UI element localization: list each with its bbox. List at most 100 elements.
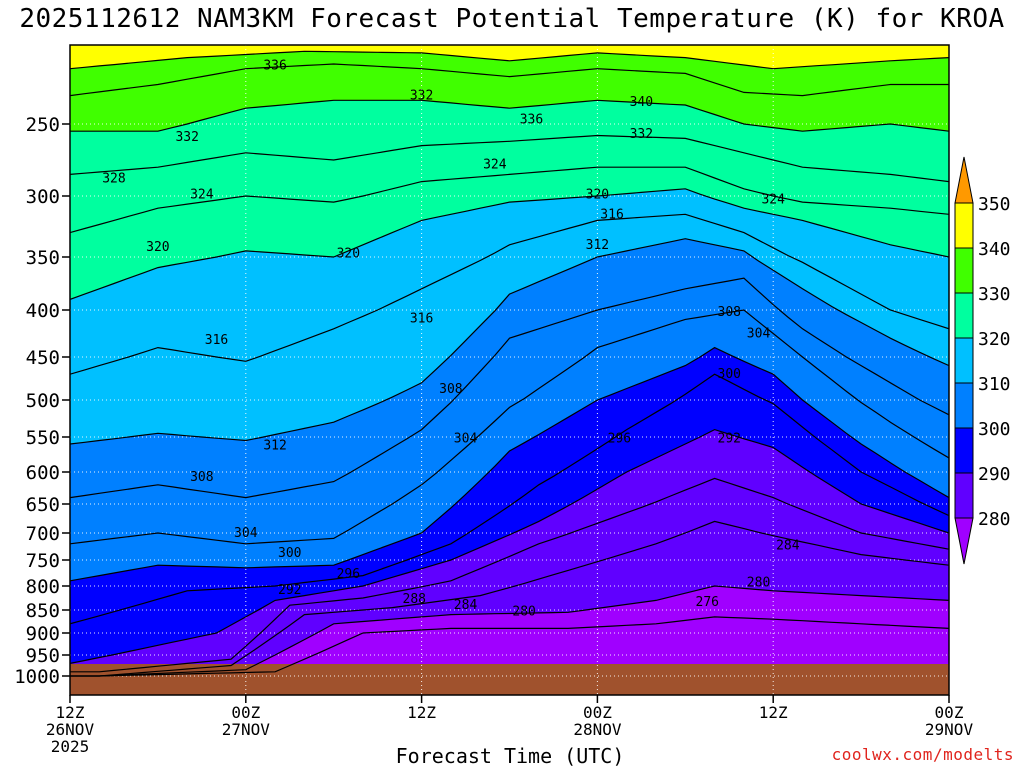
ground-layer (70, 664, 949, 695)
contour-label-280: 280 (747, 575, 770, 590)
contour-label-304: 304 (747, 327, 771, 342)
contour-label-320: 320 (586, 188, 609, 203)
x-tick-label-24-0: 12Z (407, 703, 436, 722)
y-tick-label-400: 400 (26, 300, 60, 322)
contour-label-320: 320 (337, 246, 360, 261)
y-tick-label-450: 450 (26, 347, 60, 369)
ground-surface (70, 664, 949, 695)
y-tick-label-600: 600 (26, 462, 60, 484)
colorbar-band-310-320 (954, 337, 974, 384)
y-tick-label-300: 300 (26, 186, 60, 208)
contour-label-276: 276 (696, 595, 719, 610)
colorbar-label-280: 280 (978, 509, 1011, 530)
contour-label-332: 332 (410, 89, 433, 104)
colorbar-label-350: 350 (978, 194, 1011, 215)
contour-label-280: 280 (512, 604, 535, 619)
contour-label-336: 336 (263, 59, 286, 74)
x-tick-label-12-1: 27NOV (222, 720, 271, 739)
contour-label-300: 300 (718, 367, 741, 382)
y-tick-label-800: 800 (26, 576, 60, 598)
y-tick-label-250: 250 (26, 114, 60, 136)
colorbar-low-triangle (954, 517, 974, 565)
x-tick-label-0-2: 2025 (51, 737, 90, 756)
contour-label-296: 296 (337, 567, 360, 582)
colorbar-label-340: 340 (978, 239, 1011, 260)
contour-label-332: 332 (630, 127, 653, 142)
x-tick-label-60-0: 00Z (935, 703, 964, 722)
y-tick-label-900: 900 (26, 623, 60, 645)
contour-label-284: 284 (454, 598, 478, 613)
isentrope-332 (70, 99, 949, 132)
y-tick-label-350: 350 (26, 247, 60, 269)
contour-label-312: 312 (586, 238, 609, 253)
isentrope-312 (70, 238, 949, 445)
isentrope-320 (70, 188, 949, 300)
contour-label-312: 312 (263, 438, 286, 453)
isentrope-284 (70, 520, 949, 677)
isentrope-316 (70, 213, 949, 375)
colorbar-label-330: 330 (978, 284, 1011, 305)
y-tick-label-500: 500 (26, 390, 60, 412)
contour-label-304: 304 (234, 526, 258, 541)
colorbar-high-triangle (954, 156, 974, 204)
contour-label-300: 300 (278, 546, 301, 561)
x-tick-label-48-0: 12Z (759, 703, 788, 722)
isentrope-296 (70, 373, 949, 625)
colorbar-band-340-350 (954, 202, 974, 249)
x-tick-label-0-1: 26NOV (46, 720, 95, 739)
y-tick-label-700: 700 (26, 523, 60, 545)
isentrope-288 (70, 477, 949, 673)
colorbar-band-300-310 (954, 382, 974, 429)
isentrope-300 (70, 346, 949, 582)
contour-layer (70, 50, 949, 677)
x-tick-label-12-0: 00Z (231, 703, 260, 722)
x-axis-title: Forecast Time (UTC) (395, 744, 625, 768)
colorbar-label-290: 290 (978, 464, 1011, 485)
contour-label-308: 308 (439, 382, 462, 397)
contour-label-308: 308 (190, 470, 213, 485)
x-tick-label-0-0: 12Z (56, 703, 85, 722)
contour-label-316: 316 (205, 333, 228, 348)
contour-label-316: 316 (410, 311, 433, 326)
isentrope-276 (70, 616, 949, 677)
isentrope-304 (70, 309, 949, 545)
color-fill-layer (70, 45, 949, 676)
colorbar-band-280-290 (954, 472, 974, 519)
contour-label-296: 296 (608, 431, 631, 446)
y-tick-label-550: 550 (26, 427, 60, 449)
contour-label-324: 324 (190, 188, 214, 203)
isentrope-292 (70, 428, 949, 664)
axis-layer: 250 300 350 400 450 500 550 600 650 700 750 8008509… (14, 44, 973, 756)
contour-label-324: 324 (761, 193, 785, 208)
colorbar-label-300: 300 (978, 419, 1011, 440)
colorbar-band-290-300 (954, 427, 974, 474)
contour-label-308: 308 (718, 305, 741, 320)
y-tick-label-850: 850 (26, 600, 60, 622)
grid-layer (70, 45, 949, 695)
contour-label-292: 292 (278, 583, 301, 598)
y-tick-label-750: 750 (26, 550, 60, 572)
isentrope-308 (70, 277, 949, 499)
y-tick-label-650: 650 (26, 494, 60, 516)
colorbar-band-330-340 (954, 247, 974, 294)
colorbar-band-320-330 (954, 292, 974, 339)
contour-label-292: 292 (718, 431, 741, 446)
y-tick-label-1000: 1000 (14, 666, 60, 688)
colorbar: 280 290 300 310 320 330 340 350 (954, 156, 1011, 565)
plot-frame (69, 44, 950, 696)
isentrope-280 (70, 585, 949, 677)
chart-title: 2025112612 NAM3KM Forecast Potential Tem… (19, 4, 1005, 34)
isentrope-336 (70, 63, 949, 97)
contour-label-304: 304 (454, 431, 478, 446)
contour-label-328: 328 (102, 172, 125, 187)
contour-label-284: 284 (776, 538, 800, 553)
isentrope-328 (70, 134, 949, 183)
contour-label-332: 332 (175, 130, 198, 145)
isentrope-324 (70, 166, 949, 234)
colorbar-label-310: 310 (978, 374, 1011, 395)
contour-label-288: 288 (403, 592, 426, 607)
credit-text: coolwx.com/modelts (831, 745, 1014, 764)
colorbar-label-320: 320 (978, 329, 1011, 350)
contour-label-layer: 336 332 340 336 332 332 324 328 320 324 324 316 312 3… (102, 59, 800, 620)
